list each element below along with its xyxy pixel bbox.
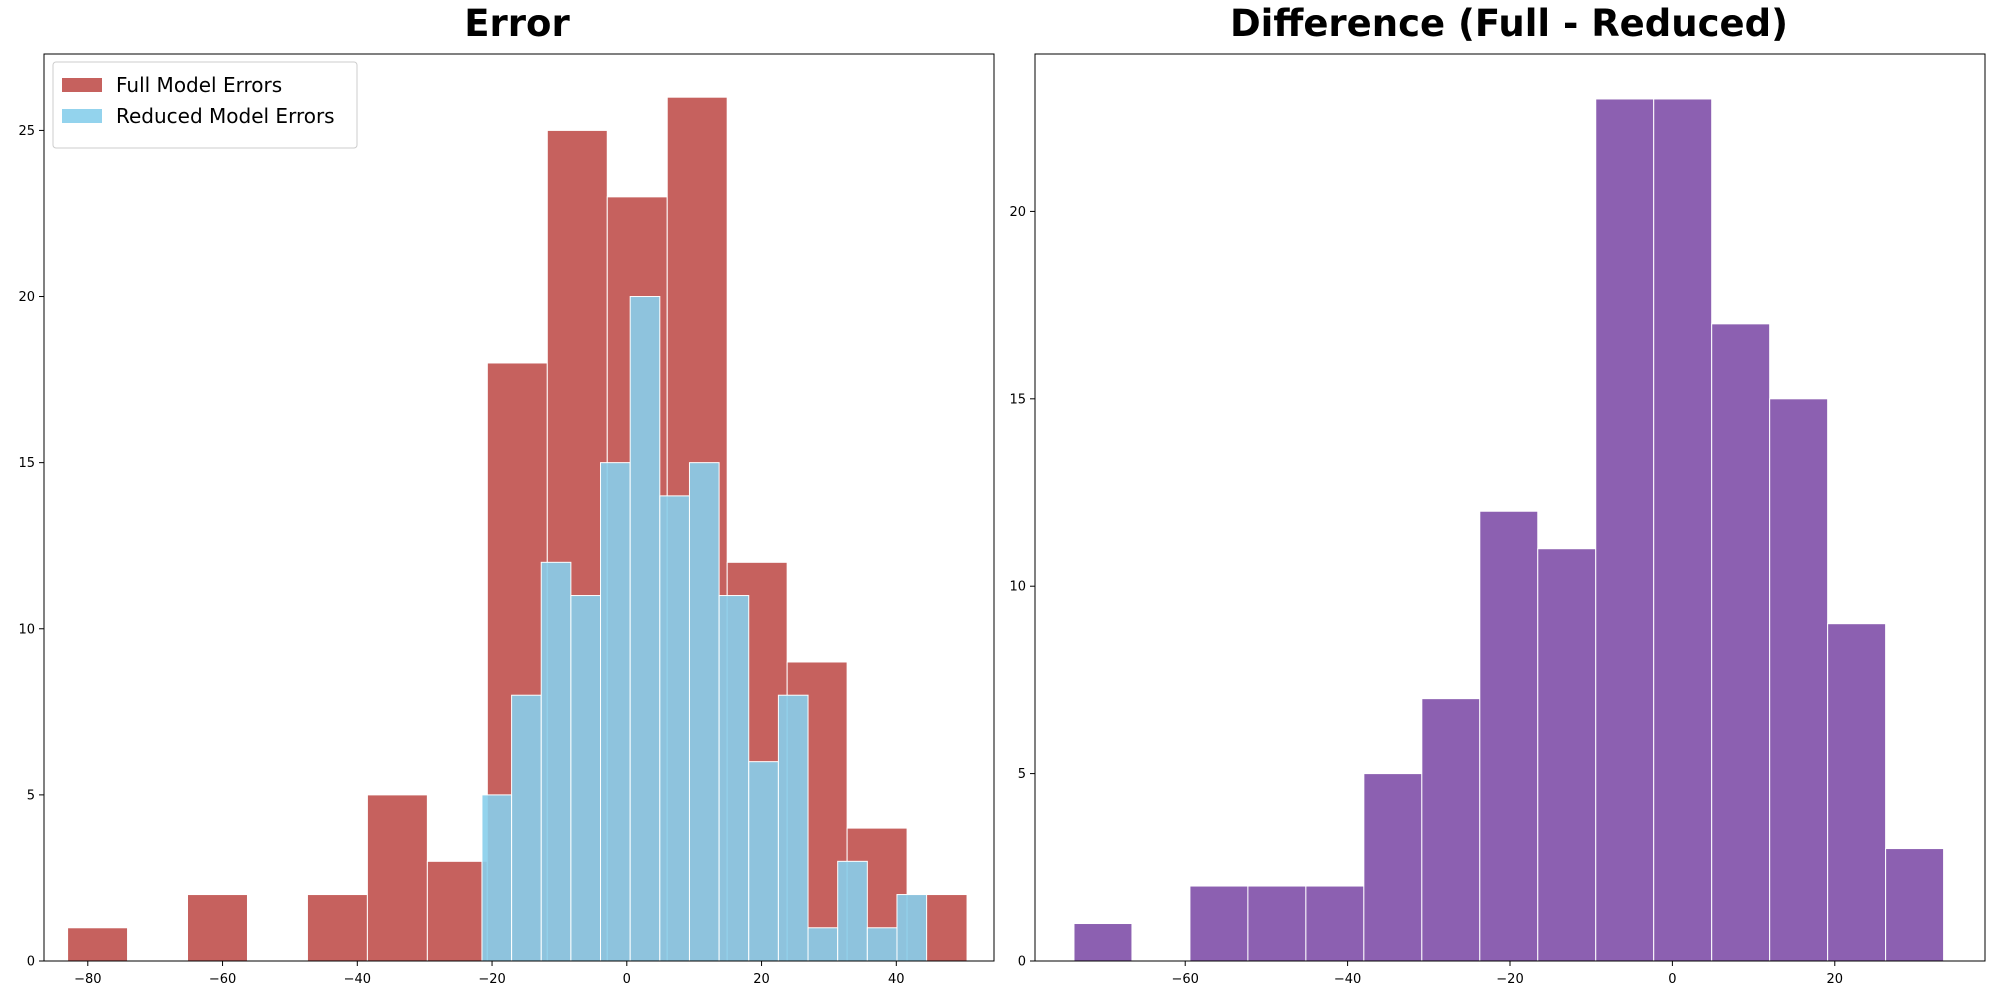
histogram-bar [718,595,750,962]
x-tick-label: 0 [623,972,631,987]
chart-title: Difference (Full - Reduced) [1230,2,1788,45]
histogram-bar [600,462,631,962]
y-tick-label: 5 [1018,767,1026,782]
histogram-bar [1653,98,1713,962]
histogram-bar [1769,398,1829,962]
x-tick-label: 40 [888,972,905,987]
histogram-bar [1537,548,1597,962]
x-tick-label: 0 [1668,972,1676,987]
histogram-bar [511,694,542,962]
series-0-bars [1073,98,1945,962]
y-tick-label: 20 [1009,205,1026,220]
histogram-bar [659,495,690,962]
y-tick-label: 15 [18,456,35,471]
histogram-bar [1305,885,1365,962]
histogram-bar [366,794,428,962]
legend-swatch-reduced-model-errors [62,109,102,123]
histogram-bar [629,296,661,962]
y-tick-label: 20 [18,290,35,305]
histogram-bar [306,894,368,962]
histogram-bar [1711,323,1771,962]
histogram-bar [1073,923,1133,962]
legend-label-full-model-errors: Full Model Errors [116,73,282,97]
x-tick-label: 20 [1827,972,1844,987]
y-tick-label: 10 [1009,580,1026,595]
histogram-bar [570,595,602,962]
histogram-bar [1827,623,1887,962]
histogram-bar [837,860,868,962]
y-tick-label: 25 [18,124,35,139]
y-tick-label: 0 [1018,955,1026,970]
histogram-bar [540,561,572,962]
histogram-bar [866,927,898,962]
y-tick-label: 0 [27,955,35,970]
y-tick-label: 10 [18,622,35,637]
legend-label-reduced-model-errors: Reduced Model Errors [116,104,335,128]
histogram-bar [1885,848,1945,962]
histogram-bar [777,694,809,962]
x-tick-label: −20 [478,972,505,987]
histogram-bar [481,794,513,962]
series-1-bars [481,296,928,962]
x-tick-label: 20 [753,972,770,987]
histogram-bar [896,894,928,962]
chart-title: Error [464,2,570,45]
y-tick-label: 15 [1009,392,1026,407]
x-tick-label: −60 [209,972,236,987]
error-histogram-panel: Error −80 −60 −40 −20 0 20 40 0 5 10 15 20 25 Full Mod… [18,2,995,987]
histogram-bar [1479,510,1539,962]
x-tick-label: −80 [74,972,101,987]
difference-histogram-panel: Difference (Full - Reduced) −60 −40 −20 0 20 0… [1009,2,1986,987]
histogram-bar [67,927,129,962]
histogram-bar [1595,98,1655,962]
histogram-bar [1421,698,1481,962]
y-tick-label: 5 [27,788,35,803]
histogram-bar [1189,885,1249,962]
histogram-bar [748,761,779,962]
x-tick-label: −60 [1171,972,1198,987]
legend-swatch-full-model-errors [62,78,102,92]
histogram-bar [807,927,839,962]
axes-frame [43,53,995,962]
x-tick-label: −40 [344,972,371,987]
legend-box [52,61,358,149]
histogram-bar [426,860,488,962]
x-tick-label: −40 [1334,972,1361,987]
x-tick-label: −20 [1496,972,1523,987]
histogram-bar [688,462,720,962]
histogram-bar [187,894,248,962]
histogram-bar [1363,773,1423,962]
histogram-bar [1247,885,1307,962]
